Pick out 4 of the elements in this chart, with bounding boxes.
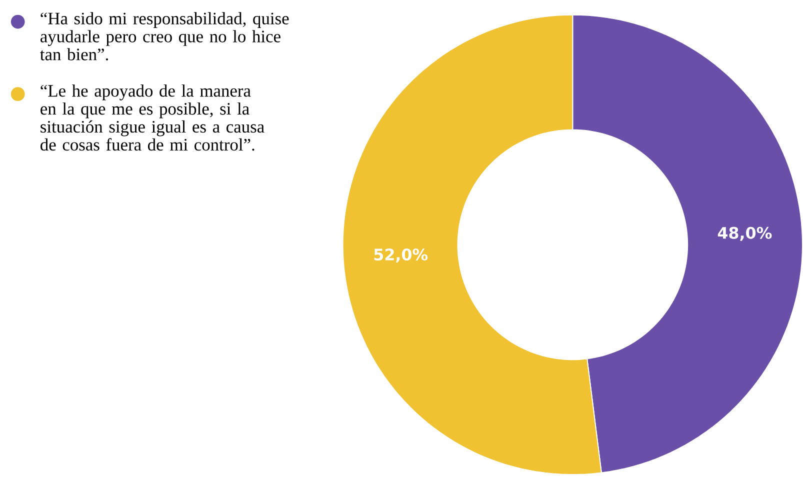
data-label: 48,0% xyxy=(718,227,772,242)
legend-label: “Ha sido mi responsabilidad, quise ayudarle pero creo que no lo hice tan bien”. xyxy=(40,12,289,61)
data-label: 52,0% xyxy=(374,248,428,263)
legend-label: “Le he apoyado de la manera en la que me es posible, si la situación sigue igual es a causa de cosas fuera de mi control”. xyxy=(40,84,264,151)
